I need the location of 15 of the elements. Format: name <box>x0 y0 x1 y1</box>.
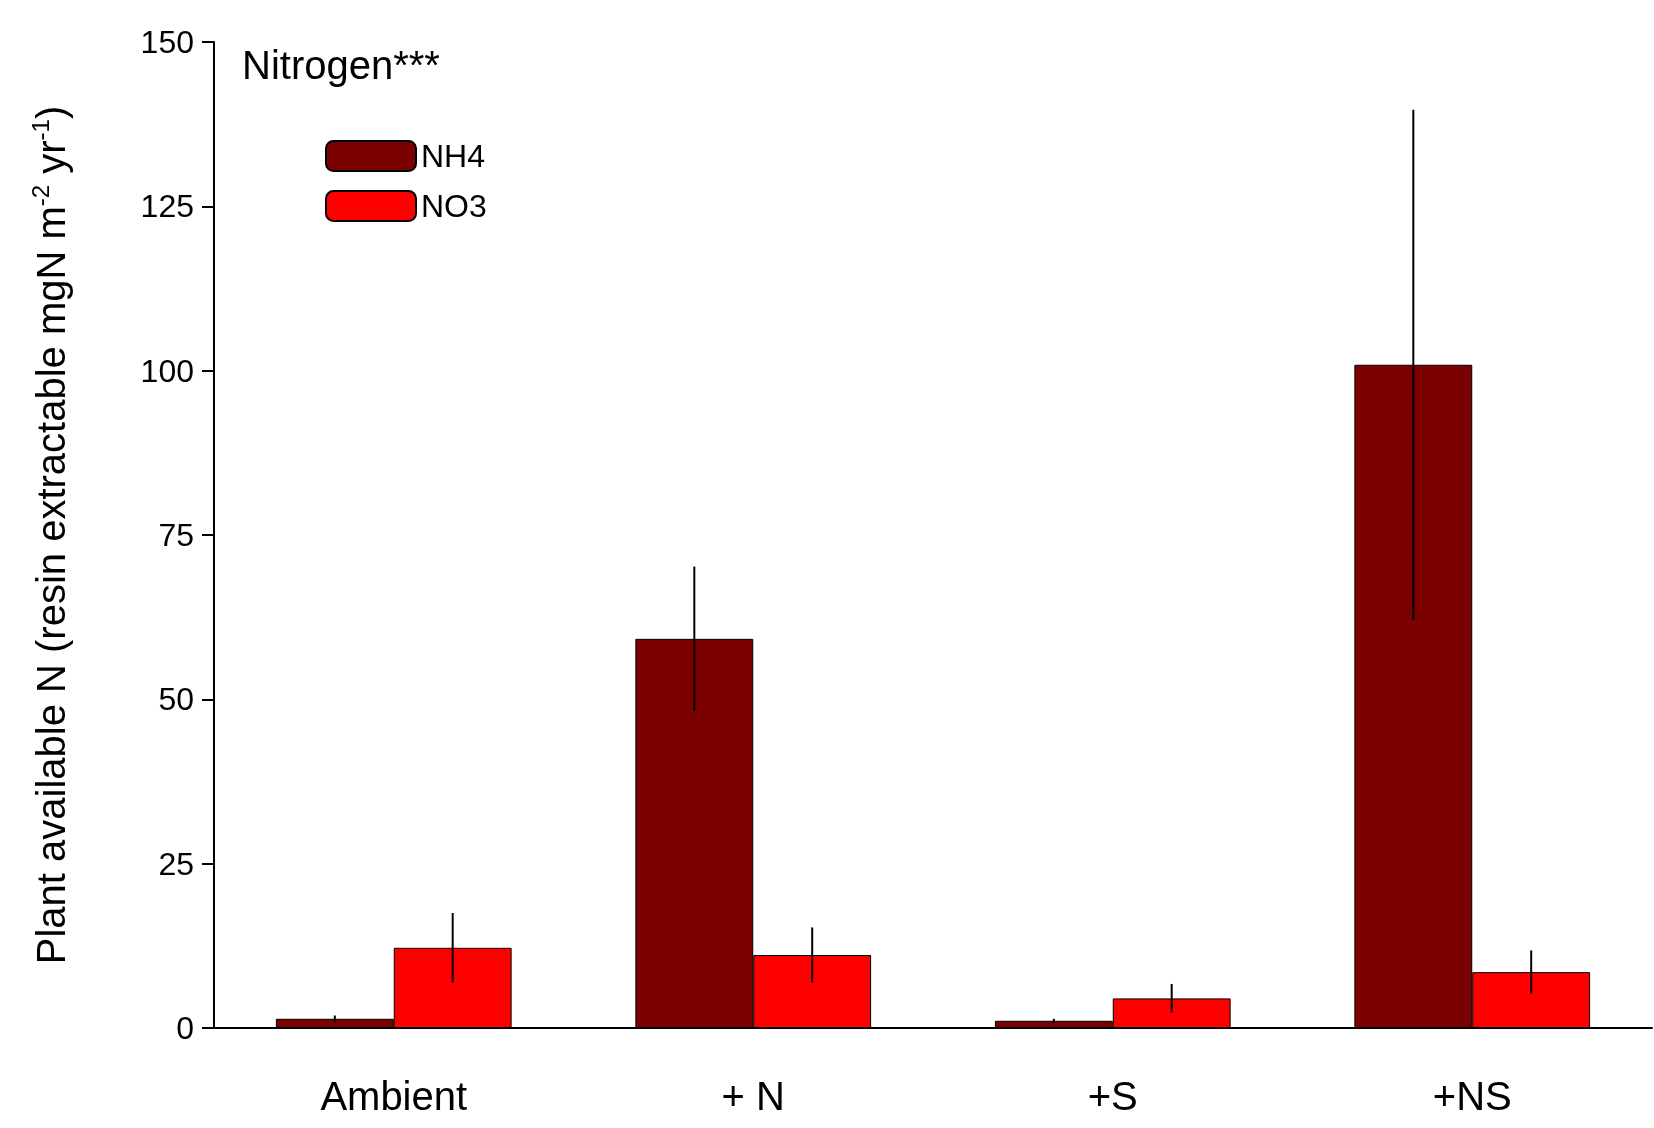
x-tick-label: + N <box>721 1074 785 1118</box>
y-tick-label: 25 <box>158 845 194 882</box>
y-tick-label: 50 <box>158 681 194 718</box>
y-tick-label: 100 <box>140 352 194 389</box>
legend-label: NO3 <box>421 188 487 224</box>
y-tick-label: 75 <box>158 517 194 553</box>
x-tick-label: +S <box>1087 1074 1138 1118</box>
x-tick-label: +NS <box>1432 1074 1512 1118</box>
y-tick-label: 125 <box>140 188 194 225</box>
y-tick-label: 150 <box>140 24 194 60</box>
x-tick-label: Ambient <box>320 1074 468 1118</box>
legend-label: NH4 <box>421 138 486 174</box>
y-tick-label: 0 <box>176 1010 194 1046</box>
y-axis-title: Plant available N (resin extractable mgN m-2 yr-1) <box>26 105 73 965</box>
annotation: Nitrogen*** <box>242 43 440 87</box>
